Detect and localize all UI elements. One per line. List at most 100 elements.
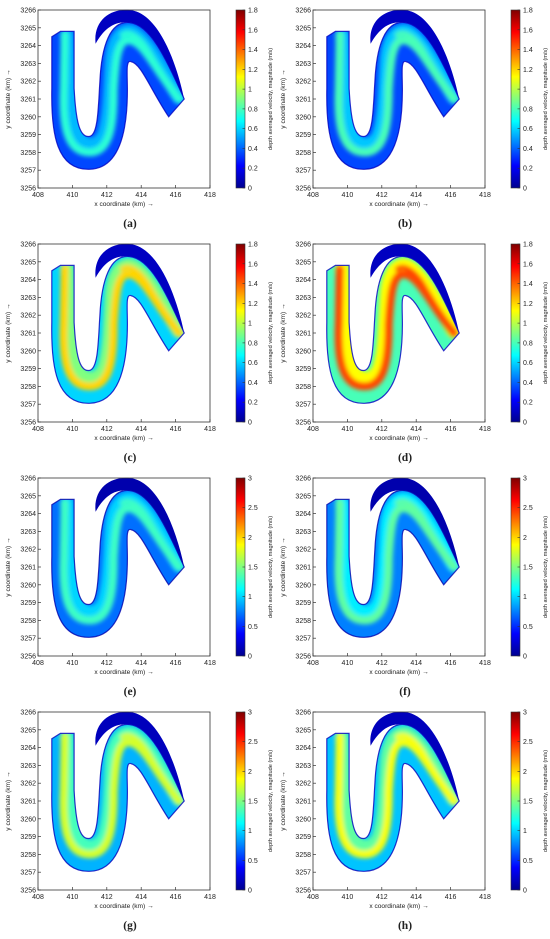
x-tick-label: 408 [32, 894, 44, 901]
river-velocity-field [326, 22, 460, 170]
x-axis-label: x coordinate (km) → [369, 435, 428, 442]
main-channel-band [334, 732, 458, 859]
y-tick-label: 3266 [20, 242, 36, 249]
y-tick-label: 3261 [20, 565, 36, 572]
colorbar-tick-label: 0 [248, 654, 252, 661]
y-axis-label: y coordinate (km) → [5, 771, 12, 830]
river-bank-edge [326, 21, 460, 170]
y-tick-label: 3265 [20, 259, 36, 266]
colorbar-tick-label: 0.6 [248, 126, 258, 133]
colorbar-tick-label: 2.5 [523, 739, 533, 746]
y-tick-label: 3257 [295, 636, 311, 643]
y-tick-label: 3262 [295, 547, 311, 554]
x-tick-label: 418 [204, 894, 216, 901]
y-tick-label: 3262 [20, 79, 36, 86]
colorbar-tick-label: 0.2 [523, 400, 533, 407]
x-tick-label: 414 [135, 894, 147, 901]
x-tick-label: 408 [32, 660, 44, 667]
x-tick-label: 418 [204, 426, 216, 433]
colorbar-tick-label: 1.5 [523, 799, 533, 806]
x-tick-label: 414 [135, 192, 147, 199]
colorbar-tick-label: 0.5 [248, 624, 258, 631]
exit-channel-band [394, 498, 457, 568]
panel-caption: (g) [123, 920, 137, 932]
y-tick-label: 3265 [20, 25, 36, 32]
x-tick-label: 410 [342, 192, 354, 199]
x-tick-label: 412 [101, 192, 113, 199]
panel-h: 408 410 412 414 416 418 3256 3257 3258 3259 3260 32… [275, 706, 549, 939]
y-tick-label: 3261 [295, 331, 311, 338]
x-tick-label: 418 [204, 192, 216, 199]
y-tick-label: 3261 [20, 97, 36, 104]
exit-channel-band [119, 498, 182, 568]
x-tick-label: 408 [307, 426, 319, 433]
y-tick-label: 3257 [295, 168, 311, 175]
y-tick-label: 3265 [295, 493, 311, 500]
panel-caption: (h) [397, 920, 413, 932]
y-tick-label: 3258 [295, 384, 311, 391]
river-bank-edge [51, 723, 185, 872]
x-tick-label: 410 [67, 426, 79, 433]
colorbar-tick-label: 0.6 [248, 360, 258, 367]
exit-channel-band [394, 732, 457, 802]
slow-zone [95, 9, 185, 99]
y-tick-label: 3266 [20, 710, 36, 717]
colorbar-tick-label: 1.5 [248, 799, 258, 806]
y-tick-label: 3265 [20, 727, 36, 734]
velocity-map-plot: 408 410 412 414 416 4183256325732583259326032… [280, 476, 549, 677]
x-tick-label: 412 [376, 894, 388, 901]
y-tick-label: 3258 [20, 618, 36, 625]
slow-zone [370, 243, 460, 333]
river-bank-edge [326, 489, 460, 638]
x-tick-label: 412 [101, 660, 113, 667]
y-tick-label: 3266 [20, 476, 36, 483]
river-bank-edge [51, 21, 185, 170]
x-tick-label: 410 [342, 660, 354, 667]
colorbar-tick-label: 1.6 [523, 27, 533, 34]
colorbar-tick-label: 0.5 [248, 858, 258, 865]
river-bank-edge [326, 723, 460, 872]
y-tick-label: 3265 [295, 727, 311, 734]
y-tick-label: 3264 [20, 277, 36, 284]
colorbar-tick-label: 1 [523, 87, 527, 94]
colorbar-label: depth averaged velocity, magnitude (m/s) [543, 516, 549, 618]
colorbar-tick-label: 1.2 [523, 301, 533, 308]
y-tick-label: 3259 [295, 132, 311, 139]
main-channel-band [59, 30, 183, 157]
y-tick-label: 3263 [295, 529, 311, 536]
y-tick-label: 3262 [20, 781, 36, 788]
y-tick-label: 3257 [20, 870, 36, 877]
x-tick-label: 416 [445, 894, 457, 901]
panel-caption: (e) [123, 686, 137, 698]
colorbar-label: depth averaged velocity, magnitude (m/s) [268, 516, 274, 618]
y-tick-label: 3266 [295, 242, 311, 249]
colorbar-label: depth averaged velocity, magnitude (m/s) [543, 48, 549, 150]
x-tick-label: 416 [170, 192, 182, 199]
colorbar-tick-label: 0.8 [523, 340, 533, 347]
colorbar-tick-label: 1.2 [523, 67, 533, 74]
colorbar-tick-label: 0 [523, 420, 527, 427]
colorbar-tick-label: 1.8 [523, 8, 533, 15]
colorbar-tick-label: 0.2 [523, 166, 533, 173]
panel-caption: (f) [399, 686, 411, 698]
x-tick-label: 408 [307, 192, 319, 199]
y-tick-label: 3257 [20, 402, 36, 409]
colorbar-tick-label: 1.8 [523, 242, 533, 249]
colorbar-tick-label: 1.8 [248, 8, 258, 15]
colorbar-tick-label: 1.2 [248, 301, 258, 308]
y-tick-label: 3266 [295, 8, 311, 15]
x-tick-label: 418 [479, 426, 491, 433]
x-tick-label: 410 [67, 192, 79, 199]
x-tick-label: 412 [376, 192, 388, 199]
main-channel-band [334, 264, 458, 391]
colorbar-tick-label: 1 [248, 87, 252, 94]
y-tick-label: 3257 [20, 168, 36, 175]
colorbar-tick-label: 1.6 [523, 261, 533, 268]
x-tick-label: 414 [135, 426, 147, 433]
exit-channel-band [119, 264, 182, 334]
velocity-map-plot: 408 410 412 414 416 4183256325732583259326032… [280, 242, 549, 443]
y-tick-label: 3263 [20, 61, 36, 68]
colorbar-tick-label: 0.5 [523, 858, 533, 865]
y-tick-label: 3257 [20, 636, 36, 643]
river-bank-edge [51, 489, 185, 638]
